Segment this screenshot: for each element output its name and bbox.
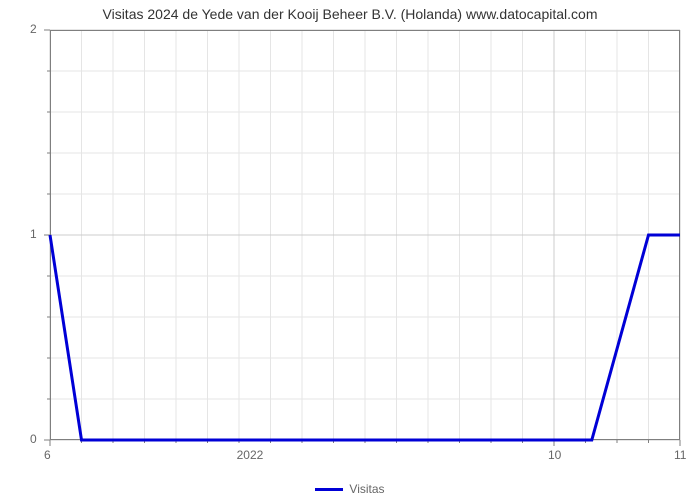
legend-label: Visitas <box>349 482 384 496</box>
x-axis-title: 2022 <box>237 448 264 462</box>
y-tick-label: 2 <box>30 22 37 36</box>
x-tick-label: 6 <box>44 448 51 462</box>
x-tick-label: 11 <box>674 448 686 462</box>
x-tick-label: 10 <box>548 448 561 462</box>
y-tick-label: 0 <box>30 432 37 446</box>
legend: Visitas <box>0 482 700 496</box>
chart-title: Visitas 2024 de Yede van der Kooij Behee… <box>0 6 700 22</box>
legend-swatch <box>315 488 343 491</box>
chart-svg <box>42 28 682 450</box>
plot-area <box>50 30 680 440</box>
y-tick-label: 1 <box>30 227 37 241</box>
